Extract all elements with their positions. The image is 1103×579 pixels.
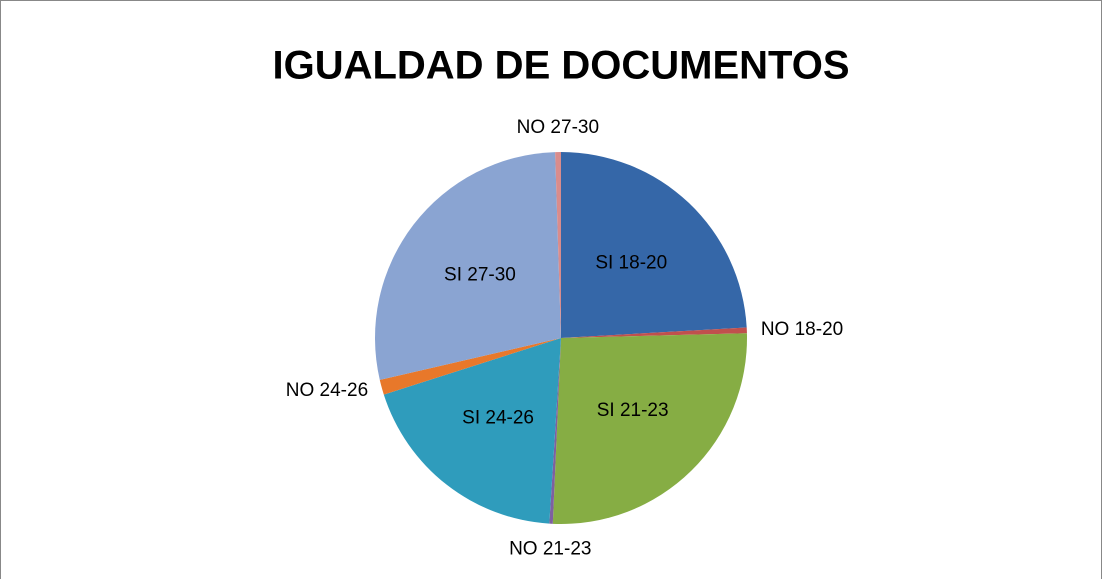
slice-label: SI 24-26 (462, 408, 534, 429)
slice-label: NO 24-26 (286, 380, 368, 401)
pie-slice (549, 338, 561, 524)
slice-label: NO 27-30 (517, 117, 599, 138)
slice-label: NO 18-20 (761, 319, 843, 340)
slice-label: NO 21-23 (509, 539, 591, 560)
slice-label: SI 18-20 (595, 253, 667, 274)
pie-slice (379, 338, 561, 395)
slice-label: SI 21-23 (597, 400, 669, 421)
pie-slice (561, 327, 747, 338)
pie-slice (383, 338, 561, 524)
pie-slice (375, 152, 561, 380)
pie-slice (552, 333, 748, 524)
slice-label: SI 27-30 (444, 265, 516, 286)
pie-slice (561, 152, 747, 338)
pie-slice (555, 152, 561, 338)
chart-title: IGUALDAD DE DOCUMENTOS (272, 44, 849, 88)
